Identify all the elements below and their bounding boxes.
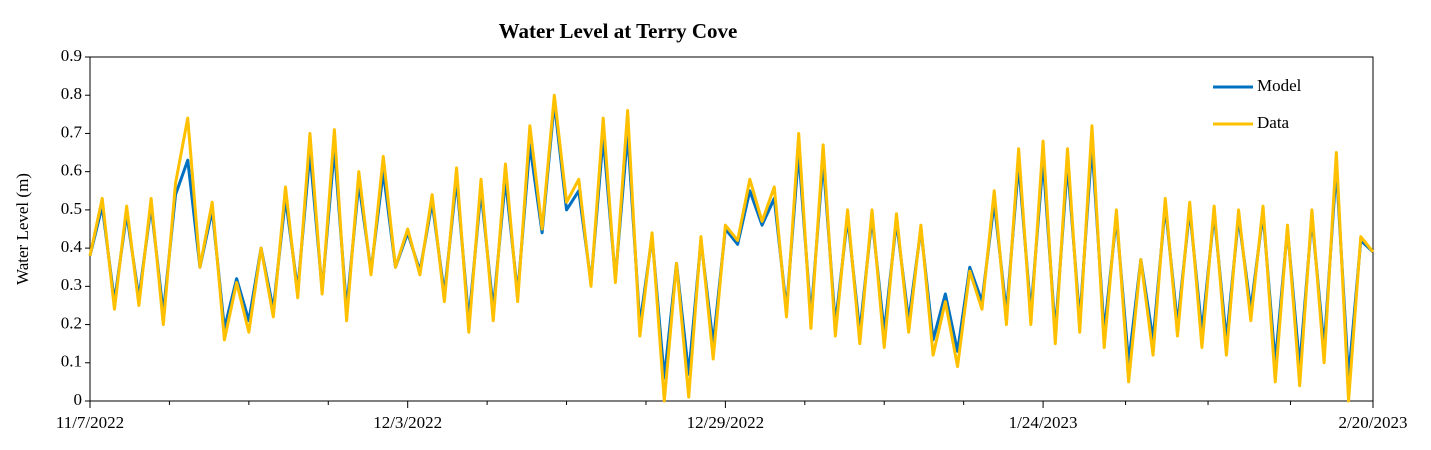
y-tick-label: 0.3: [61, 275, 82, 294]
y-tick-label: 0.2: [61, 313, 82, 332]
x-tick-label: 2/20/2023: [1339, 413, 1408, 432]
y-tick-label: 0.4: [61, 237, 83, 256]
y-axis-label: Water Level (m): [13, 173, 32, 285]
series-line: [88, 101, 1375, 380]
x-tick-label: 12/29/2022: [687, 413, 764, 432]
legend-label: Data: [1257, 113, 1290, 132]
x-tick-label: 1/24/2023: [1009, 413, 1078, 432]
y-tick-label: 0.1: [61, 352, 82, 371]
y-tick-label: 0.9: [61, 46, 82, 65]
x-tick-label: 11/7/2022: [56, 413, 124, 432]
y-tick-label: 0.7: [61, 122, 83, 141]
chart-title: Water Level at Terry Cove: [499, 19, 738, 43]
y-tick-label: 0.8: [61, 84, 82, 103]
series-line: [88, 93, 1375, 403]
legend-label: Model: [1257, 76, 1302, 95]
x-tick-label: 12/3/2022: [373, 413, 442, 432]
plot-area: [89, 56, 1374, 402]
y-tick-label: 0: [74, 390, 83, 409]
y-tick-label: 0.5: [61, 199, 82, 218]
y-tick-label: 0.6: [61, 161, 82, 180]
